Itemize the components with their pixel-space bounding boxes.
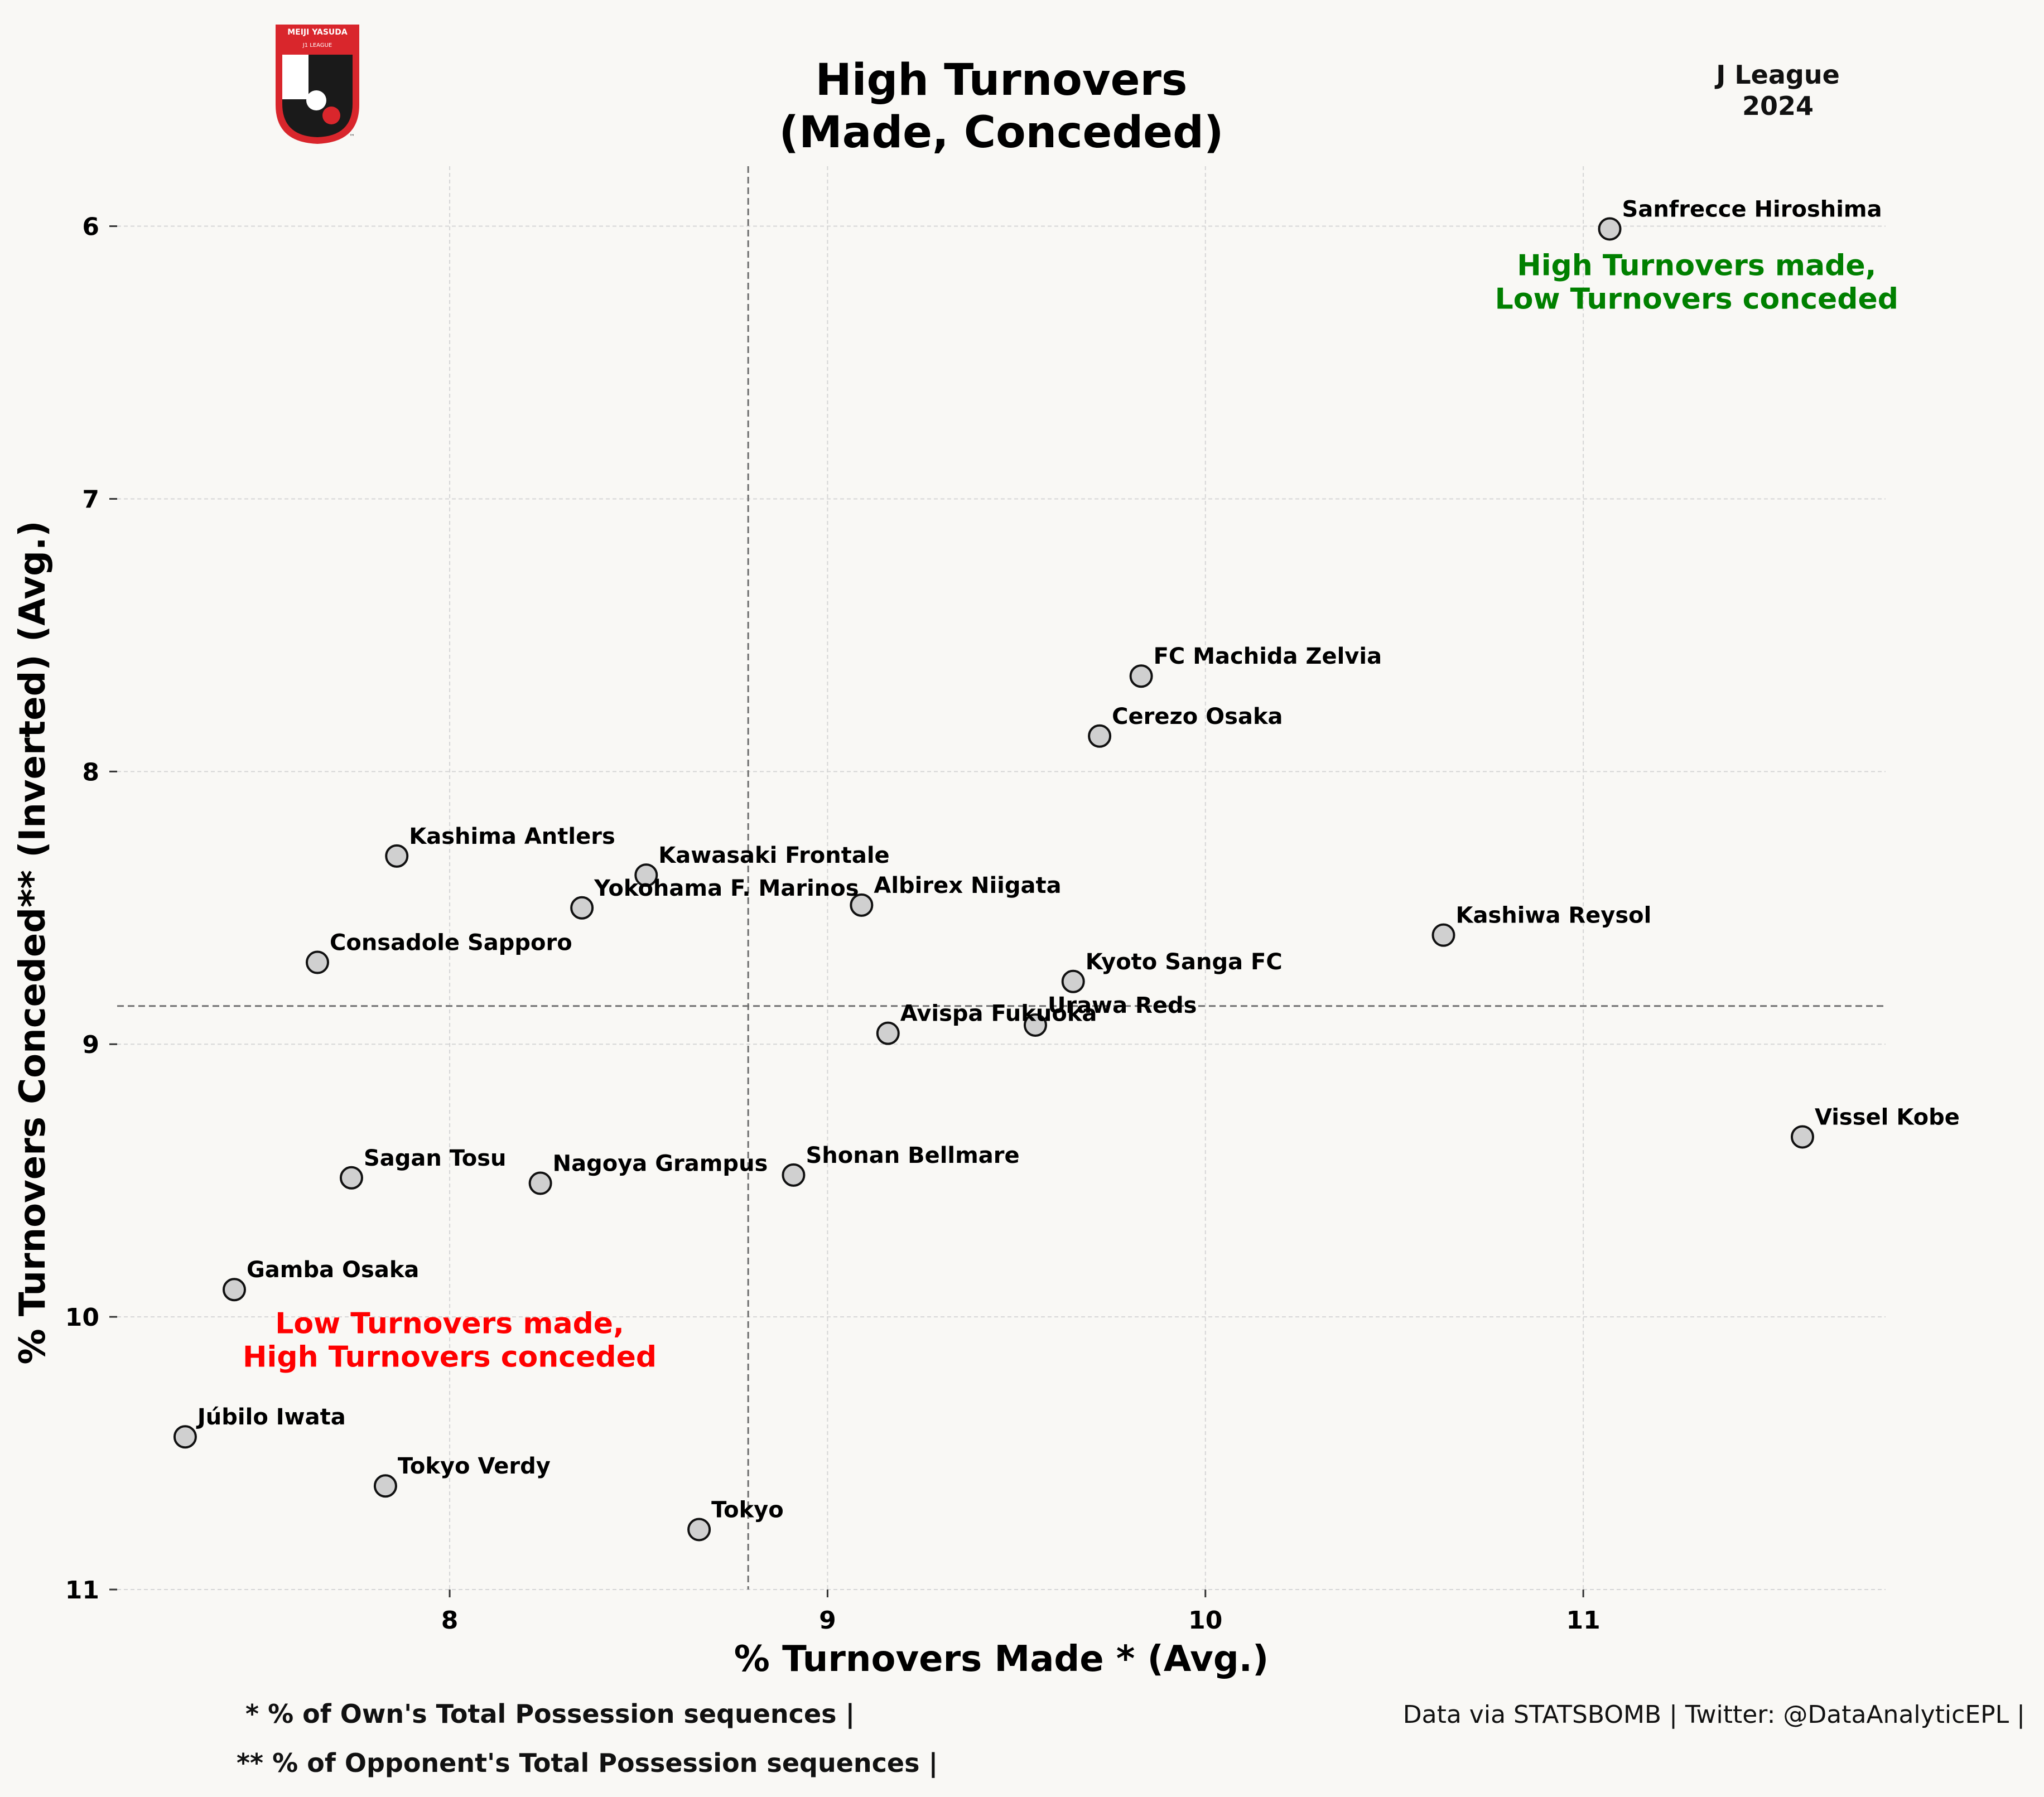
team-label: Kashiwa Reysol xyxy=(1456,903,1652,929)
team-point xyxy=(1061,969,1085,993)
team-label: Nagoya Grampus xyxy=(553,1151,768,1177)
y-tick-label: 7 xyxy=(82,485,99,514)
team-point xyxy=(634,863,658,887)
team-point xyxy=(305,950,329,974)
x-tick-label: 8 xyxy=(441,1606,459,1635)
team-point xyxy=(1129,664,1153,688)
team-label: Avispa Fukuoka xyxy=(900,1001,1097,1027)
team-label: Kawasaki Frontale xyxy=(658,843,889,868)
quadrant-annotation-line1: High Turnovers made, xyxy=(1517,249,1876,283)
grid-lines xyxy=(117,166,1886,1590)
team-point xyxy=(850,893,874,917)
season-label: 2024 xyxy=(1742,91,1814,121)
team-label: Sanfrecce Hiroshima xyxy=(1622,196,1882,222)
team-label: Tokyo xyxy=(711,1497,784,1523)
team-point xyxy=(1088,724,1112,748)
team-label: Consadole Sapporo xyxy=(330,930,572,956)
team-point xyxy=(782,1163,806,1187)
logo-red-dot xyxy=(322,107,340,124)
data-points xyxy=(173,217,1814,1542)
reference-lines xyxy=(117,166,1886,1590)
league-logo: MEIJI YASUDA J1 LEAGUE ™ xyxy=(276,25,359,144)
team-point xyxy=(339,1166,363,1190)
footnote-conceded: ** % of Opponent's Total Possession sequ… xyxy=(237,1748,938,1779)
team-label: Yokohama F. Marinos xyxy=(594,876,859,901)
quadrant-annotation-line2: Low Turnovers conceded xyxy=(1495,283,1898,316)
tick-labels: 8 9 10 11 6 7 8 9 10 11 xyxy=(65,213,1601,1635)
logo-trademark: ™ xyxy=(349,134,355,140)
team-point xyxy=(1431,923,1455,947)
chart-title-line2: (Made, Conceded) xyxy=(779,108,1223,158)
team-label: Kyoto Sanga FC xyxy=(1086,949,1283,975)
x-tick-label: 11 xyxy=(1566,1606,1601,1635)
y-axis-title: % Turnovers Conceded** (Inverted) (Avg.) xyxy=(12,520,54,1364)
logo-sub-text: J1 LEAGUE xyxy=(302,42,332,49)
logo-top-text: MEIJI YASUDA xyxy=(287,28,348,37)
team-point xyxy=(876,1021,900,1045)
x-tick-label: 10 xyxy=(1188,1606,1222,1635)
team-label: Vissel Kobe xyxy=(1815,1104,1960,1130)
league-label: J League xyxy=(1714,60,1840,90)
team-label: Tokyo Verdy xyxy=(398,1453,551,1479)
y-tick-label: 11 xyxy=(65,1576,99,1605)
team-point xyxy=(373,1474,397,1498)
team-point xyxy=(385,844,409,868)
team-point xyxy=(687,1518,711,1542)
quadrant-annotations: High Turnovers made,Low Turnovers conced… xyxy=(243,249,1898,1374)
team-point xyxy=(222,1278,246,1302)
team-label: Kashima Antlers xyxy=(409,824,615,849)
chart-title-line1: High Turnovers xyxy=(816,55,1188,105)
team-label: FC Machida Zelvia xyxy=(1154,644,1382,669)
team-point xyxy=(1598,217,1622,241)
y-tick-label: 9 xyxy=(82,1031,99,1059)
team-point xyxy=(1023,1013,1047,1037)
team-label: Júbilo Iwata xyxy=(196,1404,346,1430)
y-tick-label: 10 xyxy=(65,1303,99,1332)
logo-white-block xyxy=(282,55,308,99)
quadrant-annotation-line1: Low Turnovers made, xyxy=(275,1307,624,1340)
team-point xyxy=(570,896,594,920)
y-tick-label: 8 xyxy=(82,758,99,786)
x-axis-title: % Turnovers Made * (Avg.) xyxy=(734,1639,1269,1680)
quadrant-annotation-line2: High Turnovers conceded xyxy=(243,1340,657,1374)
team-label: Sagan Tosu xyxy=(364,1146,507,1171)
footnote-made: * % of Own's Total Possession sequences … xyxy=(245,1699,855,1730)
team-label: Urawa Reds xyxy=(1048,993,1197,1018)
team-point xyxy=(528,1171,552,1195)
team-label: Albirex Niigata xyxy=(874,873,1061,898)
x-tick-label: 9 xyxy=(819,1606,836,1635)
team-label: Shonan Bellmare xyxy=(806,1143,1019,1168)
point-labels: Sanfrecce Hiroshima FC Machida Zelvia Cere… xyxy=(196,196,1960,1523)
logo-ball xyxy=(306,90,326,110)
data-credit: Data via STATSBOMB | Twitter: @DataAnaly… xyxy=(1403,1701,2025,1729)
y-tick-label: 6 xyxy=(82,213,99,241)
team-point xyxy=(1790,1125,1814,1149)
team-label: Gamba Osaka xyxy=(247,1257,419,1283)
team-point xyxy=(173,1425,197,1449)
team-label: Cerezo Osaka xyxy=(1112,704,1283,730)
